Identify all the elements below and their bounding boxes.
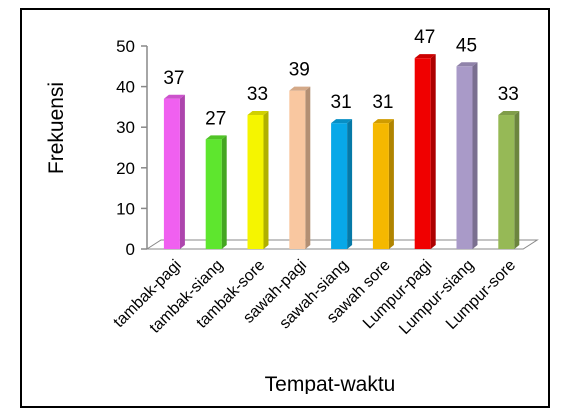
x-tick-label: tambak-siang: [147, 257, 227, 337]
bar-top-sawah-siang: [331, 119, 353, 124]
y-axis-title: Frekuensi: [45, 82, 68, 174]
y-tick-label: 30: [116, 118, 135, 137]
bar-side-sawah-siang: [347, 119, 353, 249]
bar-tambak-sore: [247, 115, 264, 250]
bar-top-tambak-siang: [205, 135, 227, 140]
bar-sawah-sore: [372, 123, 389, 249]
bar-top-lumpur-pagi: [414, 54, 436, 59]
data-label: 33: [498, 84, 519, 105]
bar-lumpur-pagi: [414, 58, 431, 250]
y-tick-label: 50: [116, 37, 135, 56]
bar-side-tambak-siang: [221, 135, 227, 249]
bar-top-sawah-sore: [372, 119, 394, 124]
bar-lumpur-sore: [498, 115, 515, 250]
bar-sawah-pagi: [289, 90, 306, 249]
bar-side-lumpur-pagi: [430, 54, 436, 250]
bar-side-sawah-sore: [388, 119, 394, 249]
data-label: 39: [289, 60, 310, 81]
data-label: 33: [247, 84, 268, 105]
data-label: 27: [205, 108, 226, 129]
bar-top-tambak-pagi: [163, 94, 185, 99]
data-label: 31: [331, 92, 352, 113]
y-tick-label: 20: [116, 159, 135, 178]
data-label: 37: [163, 68, 184, 89]
bar-side-lumpur-siang: [472, 62, 478, 249]
bar-sawah-siang: [331, 123, 348, 249]
bar-tambak-siang: [205, 139, 222, 249]
bar-top-tambak-sore: [247, 111, 269, 116]
bar-side-tambak-sore: [263, 111, 269, 250]
y-tick-label: 10: [116, 199, 135, 218]
bar-tambak-pagi: [163, 98, 180, 249]
data-label: 47: [414, 27, 435, 48]
bar-top-lumpur-siang: [456, 62, 478, 67]
y-tick-label: 0: [126, 240, 135, 259]
bar-side-sawah-pagi: [305, 86, 311, 249]
data-label: 31: [372, 92, 393, 113]
x-axis-title: Tempat-waktu: [265, 373, 396, 394]
bar-chart: Frekuensi Tempat-waktu 0 10 20 30 40 50 37 tamb…: [45, 27, 539, 394]
bar-top-lumpur-sore: [498, 111, 520, 116]
y-tick-label: 40: [116, 78, 135, 97]
bar-lumpur-siang: [456, 66, 473, 249]
bar-side-lumpur-sore: [514, 111, 520, 250]
data-label: 45: [456, 35, 477, 56]
bar-top-sawah-pagi: [289, 86, 311, 91]
bar-side-tambak-pagi: [179, 94, 185, 249]
